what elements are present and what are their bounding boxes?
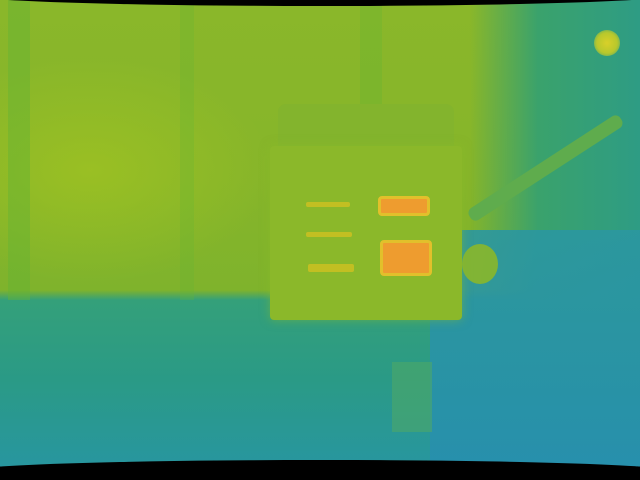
hot-spot xyxy=(378,196,430,216)
lens-vignette-top xyxy=(0,0,640,6)
wall-pillar xyxy=(180,0,194,300)
electrical-enclosure xyxy=(270,146,462,320)
warm-lamp-spot xyxy=(594,30,620,56)
pipe-fitting xyxy=(462,244,498,284)
warm-indicator xyxy=(308,264,354,272)
lens-vignette-bottom xyxy=(0,460,640,480)
enclosure-top xyxy=(278,104,454,150)
warm-indicator xyxy=(306,202,350,207)
floor-object xyxy=(392,362,432,432)
hot-spot xyxy=(380,240,432,276)
warm-indicator xyxy=(306,232,352,237)
wall-pillar xyxy=(8,0,30,300)
